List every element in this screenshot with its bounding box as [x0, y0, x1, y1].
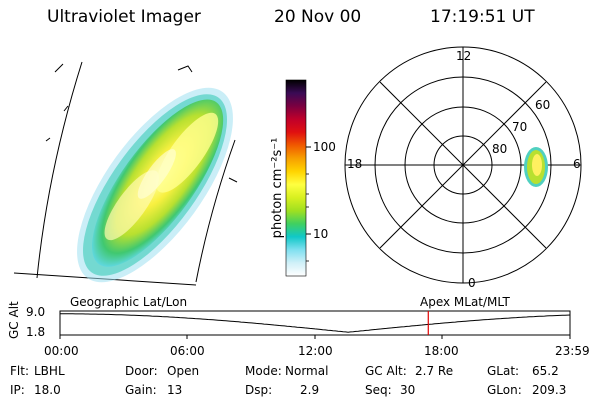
footer-gain-value: 13 [167, 383, 183, 397]
footer-glon-label: GLon: [487, 383, 522, 397]
timeline-x-tick-0000: 00:00 [44, 344, 79, 358]
geographic-caption: Geographic Lat/Lon [70, 295, 188, 309]
footer-mode-label: Mode: [245, 364, 282, 378]
timeline-y-tick-1.8: 1.8 [26, 325, 46, 339]
footer-gain-label: Gain: [125, 383, 157, 397]
footer-mode-value: Normal [285, 364, 329, 378]
footer-gcalt-value: 2.7 Re [415, 364, 454, 378]
timeline-y-tick-9: 9.0 [26, 305, 46, 319]
footer-ip-value: 18.0 [34, 383, 61, 397]
timeline-plot [59, 310, 571, 339]
timeline-x-tick-1800: 18:00 [424, 344, 459, 358]
footer-glon-value: 209.3 [532, 383, 567, 397]
footer-gcalt-label: GC Alt: [365, 364, 407, 378]
colorbar-label: photon cm⁻²s⁻¹ [270, 137, 285, 239]
date-label: 20 Nov 00 [274, 7, 362, 27]
polar-aurora-spot [524, 147, 548, 187]
colorbar [285, 79, 311, 277]
timeline-x-tick-0600: 06:00 [170, 344, 205, 358]
timeline-x-tick-2359: 23:59 [555, 344, 590, 358]
instrument-title: Ultraviolet Imager [47, 7, 201, 27]
aurora-blob [77, 87, 233, 283]
footer-glat-value: 65.2 [532, 364, 559, 378]
footer-door-value: Open [167, 364, 200, 378]
mlt-label-18: 18 [347, 157, 363, 171]
timeline-axis-label: GC Alt [7, 301, 21, 339]
footer-filter-label: Flt: [10, 364, 29, 378]
footer-filter-value: LBHL [34, 364, 65, 378]
mlt-label-6: 6 [573, 157, 581, 171]
footer-glat-label: GLat: [487, 364, 520, 378]
lat-label-70: 70 [512, 120, 528, 134]
footer-ip-label: IP: [10, 383, 25, 397]
lat-label-60: 60 [535, 98, 551, 112]
orbit-altitude-curve [60, 313, 571, 333]
lat-label-80: 80 [492, 142, 508, 156]
time-label: 17:19:51 UT [430, 7, 535, 27]
footer-door-label: Door: [125, 364, 158, 378]
apex-caption: Apex MLat/MLT [420, 295, 510, 309]
lon-line-left [36, 61, 83, 279]
footer-dsp-value: 2.9 [300, 383, 320, 397]
lon-line-right [195, 139, 236, 283]
footer-seq-value: 30 [400, 383, 416, 397]
colorbar-tick-10: 10 [313, 227, 329, 241]
geographic-image [13, 61, 238, 286]
colorbar-tick-100: 100 [313, 140, 336, 154]
polar-plot [344, 46, 582, 284]
footer-dsp-label: Dsp: [245, 383, 273, 397]
footer-seq-label: Seq: [365, 383, 392, 397]
mlt-label-12: 12 [456, 49, 472, 63]
timeline-x-tick-1200: 12:00 [298, 344, 333, 358]
mlt-label-0: 0 [468, 276, 476, 290]
